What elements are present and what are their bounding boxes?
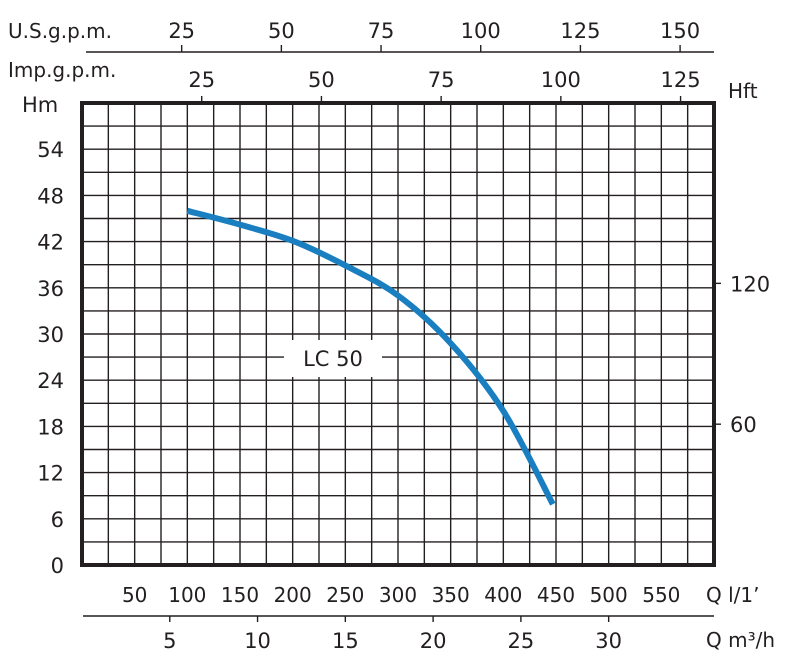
usgpm-tick-label: 125: [560, 19, 600, 43]
left-axis-ticks: 0 6 12 18 24 30 36 42 48 54: [37, 138, 64, 578]
right-tick-label: 120: [730, 272, 770, 296]
m3h-axis-ticks: 5 10 15 20 25 30: [163, 616, 622, 653]
grid: [82, 103, 714, 565]
left-tick-label: 6: [51, 508, 64, 532]
lpm-tick-label: 400: [484, 583, 522, 607]
usgpm-tick-label: 75: [368, 19, 395, 43]
impgpm-tick-label: 100: [541, 68, 581, 92]
m3h-tick-label: 25: [508, 629, 535, 653]
impgpm-axis-label: Imp.g.p.m.: [8, 58, 116, 82]
impgpm-tick-label: 25: [188, 68, 215, 92]
lpm-tick-label: 350: [432, 583, 470, 607]
pump-curve-lc50: [186, 207, 556, 506]
usgpm-tick-label: 50: [268, 19, 295, 43]
right-axis-ticks: 60 120: [714, 272, 770, 437]
m3h-tick-label: 20: [420, 629, 447, 653]
lpm-tick-label: 250: [326, 583, 364, 607]
curve-label-background: [284, 340, 382, 377]
m3h-tick-label: 30: [595, 629, 622, 653]
m3h-tick-label: 15: [332, 629, 359, 653]
lpm-axis-ticks: 50 100 150 200 250 300 350 400 450 500 550: [122, 583, 680, 607]
right-tick-label: 60: [730, 413, 757, 437]
left-tick-label: 18: [37, 415, 64, 439]
impgpm-tick-label: 125: [661, 68, 701, 92]
lpm-tick-label: 150: [221, 583, 259, 607]
left-tick-label: 36: [37, 277, 64, 301]
impgpm-ticks: 25 50 75 100 125: [188, 68, 701, 103]
y-axis-label-hm: Hm: [22, 93, 58, 117]
curve-label: LC 50: [303, 347, 363, 371]
lpm-tick-label: 500: [590, 583, 628, 607]
lpm-axis-label: Q l/1’: [706, 583, 759, 607]
lpm-tick-label: 100: [168, 583, 206, 607]
usgpm-tick-label: 100: [461, 19, 501, 43]
left-tick-label: 48: [37, 184, 64, 208]
usgpm-axis-label: U.S.g.p.m.: [8, 19, 112, 43]
plot-frame: [80, 101, 716, 567]
left-tick-label: 54: [37, 138, 64, 162]
left-tick-label: 24: [37, 369, 64, 393]
usgpm-tick-label: 25: [168, 19, 195, 43]
usgpm-tick-label: 150: [660, 19, 700, 43]
left-tick-label: 12: [37, 462, 64, 486]
lpm-tick-label: 450: [537, 583, 575, 607]
left-tick-label: 30: [37, 323, 64, 347]
m3h-axis-label: Q m³/h: [706, 628, 775, 652]
m3h-tick-label: 5: [163, 629, 176, 653]
lpm-tick-label: 50: [122, 583, 147, 607]
left-tick-label: 0: [51, 554, 64, 578]
lpm-tick-label: 200: [274, 583, 312, 607]
left-tick-label: 42: [37, 231, 64, 255]
m3h-tick-label: 10: [244, 629, 271, 653]
y-axis-label-hft: Hft: [728, 79, 758, 103]
lpm-tick-label: 300: [379, 583, 417, 607]
impgpm-tick-label: 75: [428, 68, 455, 92]
usgpm-ticks: 25 50 75 100 125 150: [168, 19, 700, 52]
impgpm-tick-label: 50: [308, 68, 335, 92]
lpm-tick-label: 550: [642, 583, 680, 607]
